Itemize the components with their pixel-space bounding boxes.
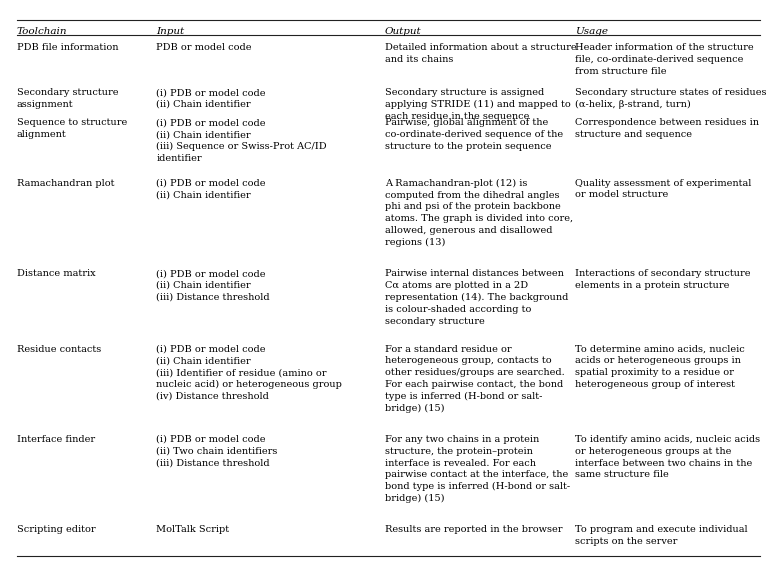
Text: Pairwise, global alignment of the
co-ordinate-derived sequence of the
structure : Pairwise, global alignment of the co-ord… <box>385 118 563 151</box>
Text: Scripting editor: Scripting editor <box>17 525 96 534</box>
Text: (i) PDB or model code
(ii) Chain identifier: (i) PDB or model code (ii) Chain identif… <box>156 88 266 109</box>
Text: To determine amino acids, nucleic
acids or heterogeneous groups in
spatial proxi: To determine amino acids, nucleic acids … <box>575 345 745 389</box>
Text: Interface finder: Interface finder <box>17 435 95 444</box>
Text: To identify amino acids, nucleic acids
or heterogeneous groups at the
interface : To identify amino acids, nucleic acids o… <box>575 435 760 479</box>
Text: Residue contacts: Residue contacts <box>17 345 101 353</box>
Text: Pairwise internal distances between
Cα atoms are plotted in a 2D
representation : Pairwise internal distances between Cα a… <box>385 269 568 325</box>
Text: Quality assessment of experimental
or model structure: Quality assessment of experimental or mo… <box>575 179 751 199</box>
Text: Secondary structure
assignment: Secondary structure assignment <box>17 88 118 109</box>
Text: Toolchain: Toolchain <box>17 27 68 36</box>
Text: Ramachandran plot: Ramachandran plot <box>17 179 114 187</box>
Text: Detailed information about a structure
and its chains: Detailed information about a structure a… <box>385 43 577 64</box>
Text: (i) PDB or model code
(ii) Chain identifier
(iii) Distance threshold: (i) PDB or model code (ii) Chain identif… <box>156 269 270 302</box>
Text: Results are reported in the browser: Results are reported in the browser <box>385 525 563 534</box>
Text: Input: Input <box>156 27 184 36</box>
Text: For a standard residue or
heterogeneous group, contacts to
other residues/groups: For a standard residue or heterogeneous … <box>385 345 564 413</box>
Text: Interactions of secondary structure
elements in a protein structure: Interactions of secondary structure elem… <box>575 269 751 290</box>
Text: For any two chains in a protein
structure, the protein–protein
interface is reve: For any two chains in a protein structur… <box>385 435 570 503</box>
Text: Sequence to structure
alignment: Sequence to structure alignment <box>17 118 127 139</box>
Text: (i) PDB or model code
(ii) Chain identifier: (i) PDB or model code (ii) Chain identif… <box>156 179 266 199</box>
Text: PDB file information: PDB file information <box>17 43 118 52</box>
Text: A Ramachandran-plot (12) is
computed from the dihedral angles
phi and psi of the: A Ramachandran-plot (12) is computed fro… <box>385 179 573 247</box>
Text: (i) PDB or model code
(ii) Chain identifier
(iii) Sequence or Swiss-Prot AC/ID
i: (i) PDB or model code (ii) Chain identif… <box>156 118 327 163</box>
Text: MolTalk Script: MolTalk Script <box>156 525 229 534</box>
Text: Distance matrix: Distance matrix <box>17 269 96 278</box>
Text: Header information of the structure
file, co-ordinate-derived sequence
from stru: Header information of the structure file… <box>575 43 754 76</box>
Text: (i) PDB or model code
(ii) Two chain identifiers
(iii) Distance threshold: (i) PDB or model code (ii) Two chain ide… <box>156 435 277 467</box>
Text: (i) PDB or model code
(ii) Chain identifier
(iii) Identifier of residue (amino o: (i) PDB or model code (ii) Chain identif… <box>156 345 342 401</box>
Text: Usage: Usage <box>575 27 608 36</box>
Text: Correspondence between residues in
structure and sequence: Correspondence between residues in struc… <box>575 118 759 139</box>
Text: PDB or model code: PDB or model code <box>156 43 252 52</box>
Text: Secondary structure states of residues
(α-helix, β-strand, turn): Secondary structure states of residues (… <box>575 88 767 109</box>
Text: Secondary structure is assigned
applying STRIDE (11) and mapped to
each residue : Secondary structure is assigned applying… <box>385 88 570 121</box>
Text: Output: Output <box>385 27 421 36</box>
Text: To program and execute individual
scripts on the server: To program and execute individual script… <box>575 525 747 546</box>
